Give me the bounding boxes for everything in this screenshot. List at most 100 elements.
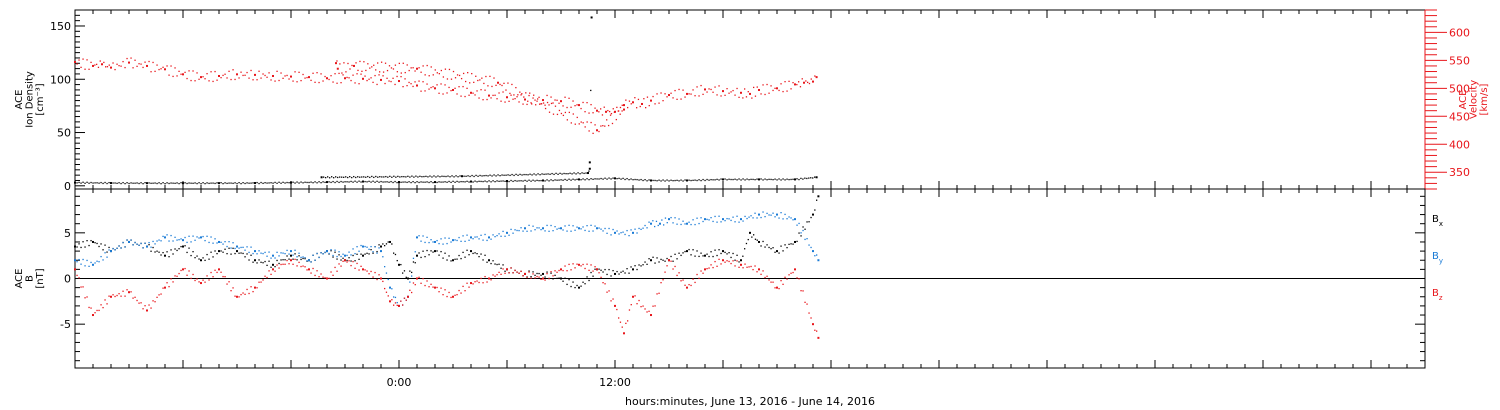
data-point	[204, 281, 206, 283]
data-point	[458, 289, 460, 292]
data-point	[314, 259, 316, 261]
data-point	[627, 320, 629, 322]
data-point	[134, 59, 136, 61]
x-tick-label: 0:00	[387, 376, 412, 389]
data-point	[164, 183, 166, 185]
data-point	[654, 179, 656, 182]
data-point	[786, 178, 788, 180]
data-point	[529, 92, 531, 94]
data-point	[470, 180, 472, 183]
data-point	[360, 265, 362, 267]
data-point	[610, 234, 612, 236]
data-point	[566, 119, 568, 121]
data-point	[650, 259, 652, 262]
data-point	[680, 179, 682, 181]
data-point	[166, 282, 168, 284]
data-point	[328, 181, 330, 183]
data-point	[444, 181, 446, 183]
data-point	[609, 114, 612, 116]
data-point	[420, 181, 422, 183]
data-point	[170, 249, 172, 251]
data-point	[586, 121, 588, 123]
data-point	[644, 179, 646, 181]
data-point	[92, 64, 94, 67]
data-point	[78, 243, 80, 245]
data-point	[320, 273, 322, 275]
data-point	[369, 176, 371, 179]
data-point	[342, 253, 344, 255]
data-point	[256, 262, 258, 264]
data-point	[706, 253, 708, 255]
data-point	[484, 254, 486, 256]
data-point	[138, 244, 140, 246]
data-point	[524, 179, 526, 182]
data-point	[642, 227, 644, 229]
data-point	[336, 60, 338, 62]
data-point	[182, 268, 184, 271]
data-point	[564, 96, 566, 98]
data-point	[753, 234, 755, 236]
data-point	[84, 297, 86, 299]
data-point	[152, 182, 154, 184]
data-point	[556, 113, 559, 116]
legend-subscript: y	[1439, 257, 1443, 265]
data-point	[802, 229, 804, 232]
data-point	[618, 233, 620, 235]
data-point	[496, 263, 498, 266]
data-point	[674, 89, 676, 92]
data-point	[756, 239, 758, 241]
data-point	[475, 75, 477, 77]
data-point	[391, 243, 393, 245]
data-point	[288, 253, 290, 255]
data-point	[522, 180, 524, 182]
data-point	[504, 235, 506, 237]
data-point	[594, 178, 596, 180]
data-point	[390, 180, 392, 183]
data-point	[312, 182, 314, 184]
data-point	[714, 179, 716, 181]
data-point	[276, 251, 278, 253]
data-point	[590, 103, 592, 106]
data-point	[636, 107, 638, 109]
data-point	[541, 173, 543, 175]
data-point	[698, 277, 700, 280]
data-point	[418, 276, 420, 278]
data-point	[586, 101, 588, 104]
data-point	[204, 182, 206, 185]
data-point	[700, 270, 702, 272]
data-point	[218, 75, 220, 78]
data-point	[612, 177, 614, 179]
data-point	[370, 77, 372, 79]
data-point	[696, 273, 698, 276]
data-point	[394, 302, 397, 304]
data-point	[166, 251, 168, 253]
data-point	[566, 283, 568, 286]
data-point	[808, 221, 810, 223]
data-point	[425, 175, 427, 178]
y-axis-label-line: ACE	[14, 269, 25, 289]
data-point	[194, 239, 196, 241]
data-point	[630, 103, 632, 105]
data-point	[366, 79, 368, 82]
data-point	[421, 176, 423, 178]
data-point	[386, 77, 388, 79]
data-point	[650, 222, 652, 225]
data-point	[443, 175, 445, 178]
data-point	[420, 240, 422, 242]
data-point	[742, 267, 744, 269]
data-point	[370, 270, 372, 273]
data-point	[476, 253, 478, 255]
data-point	[140, 182, 142, 184]
data-point	[692, 179, 694, 182]
data-point	[744, 88, 746, 90]
data-point	[254, 182, 256, 185]
data-point	[140, 63, 142, 65]
data-point	[672, 260, 674, 262]
data-point	[550, 102, 553, 105]
data-point	[594, 266, 596, 268]
data-point	[116, 247, 118, 249]
data-point	[461, 175, 463, 178]
data-point	[238, 77, 240, 79]
data-point	[490, 238, 492, 240]
x-axis-title: hours:minutes, June 13, 2016 - June 14, …	[625, 395, 875, 408]
